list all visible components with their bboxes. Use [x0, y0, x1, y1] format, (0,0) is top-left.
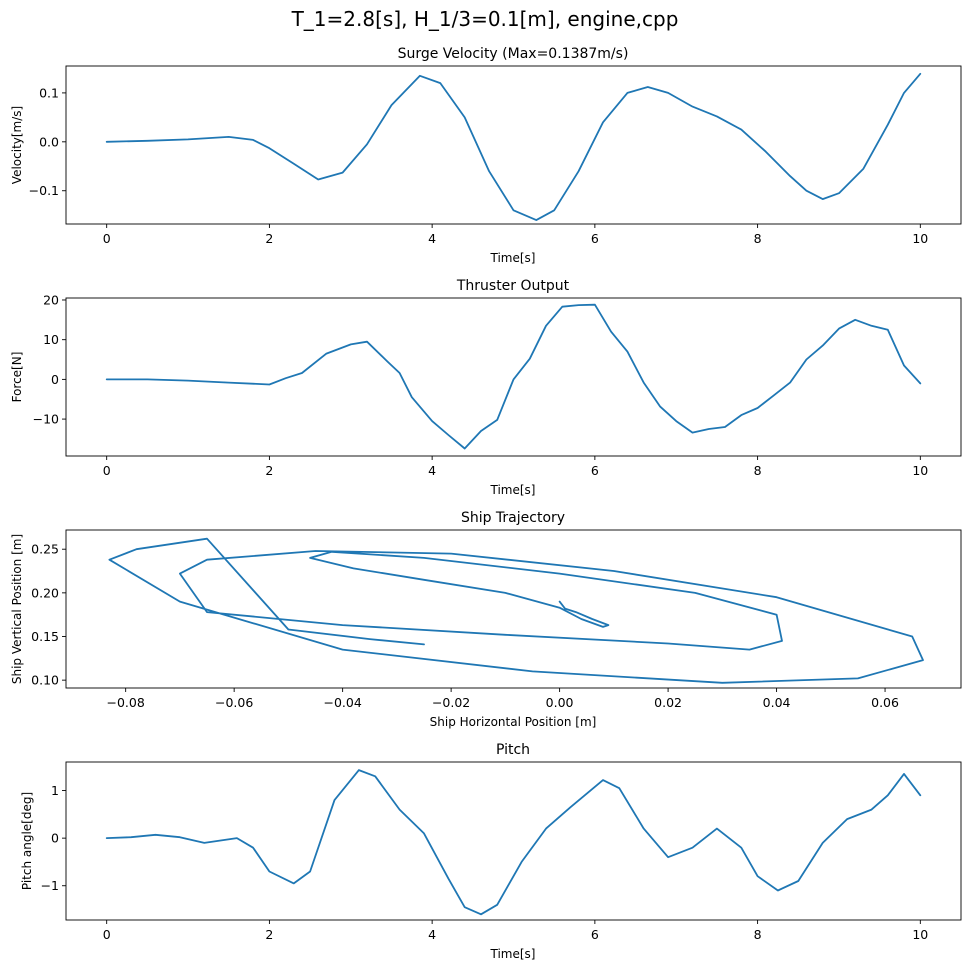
trajectory-xtick-label: −0.02 — [432, 695, 470, 710]
surge-velocity-yticks: −0.1 0.0 0.1 — [29, 85, 66, 198]
ship-trajectory-title: Ship Trajectory — [461, 510, 565, 526]
trajectory-xtick-label: 0.04 — [763, 695, 791, 710]
trajectory-ytick-label: 0.25 — [31, 542, 59, 557]
pitch-xtick-label: 6 — [591, 927, 599, 942]
pitch-xtick-label: 4 — [428, 927, 436, 942]
pitch-ytick-label: −1 — [41, 878, 59, 893]
surge-ytick-label: −0.1 — [29, 183, 59, 198]
surge-velocity-axes — [65, 65, 962, 225]
surge-xtick-label: 4 — [428, 231, 436, 246]
surge-xtick-label: 0 — [103, 231, 111, 246]
thruster-output-yticks: −10 0 10 20 — [33, 292, 66, 427]
thruster-ytick-label: 0 — [51, 372, 59, 387]
thruster-output-title: Thruster Output — [456, 278, 570, 294]
surge-velocity-line — [105, 72, 922, 221]
pitch-xtick-label: 8 — [754, 927, 762, 942]
thruster-xtick-label: 6 — [591, 463, 599, 478]
thruster-ytick-label: 20 — [43, 292, 59, 307]
thruster-ytick-label: −10 — [33, 412, 59, 427]
surge-ytick-label: 0.0 — [39, 134, 59, 149]
trajectory-xtick-label: −0.08 — [107, 695, 145, 710]
ship-trajectory-ylabel: Ship Vertical Position [m] — [10, 534, 24, 684]
pitch-axes — [65, 761, 962, 921]
pitch-xlabel: Time[s] — [490, 947, 536, 961]
surge-velocity-title: Surge Velocity (Max=0.1387m/s) — [398, 46, 629, 62]
surge-velocity-xlabel: Time[s] — [490, 251, 536, 265]
trajectory-xtick-label: −0.04 — [323, 695, 361, 710]
thruster-xtick-label: 4 — [428, 463, 436, 478]
thruster-xtick-label: 2 — [265, 463, 273, 478]
surge-xtick-label: 10 — [912, 231, 928, 246]
trajectory-xtick-label: 0.02 — [654, 695, 682, 710]
pitch-xtick-label: 10 — [912, 927, 928, 942]
surge-velocity-xticks: 0 2 4 6 8 10 — [103, 224, 928, 246]
pitch-line — [105, 769, 922, 916]
surge-xtick-label: 6 — [591, 231, 599, 246]
thruster-output-xlabel: Time[s] — [490, 483, 536, 497]
thruster-output-axes — [65, 297, 962, 457]
figure-suptitle: T_1=2.8[s], H_1/3=0.1[m], engine,cpp — [291, 7, 679, 31]
thruster-xtick-label: 0 — [103, 463, 111, 478]
trajectory-xtick-label: 0.06 — [871, 695, 899, 710]
panel-pitch: Pitch Time[s] Pitch angle[deg] 0 2 4 6 8 10 −… — [20, 742, 962, 961]
thruster-ytick-label: 10 — [43, 332, 59, 347]
pitch-ytick-label: 0 — [51, 831, 59, 846]
thruster-output-ylabel: Force[N] — [10, 352, 24, 403]
pitch-xtick-label: 2 — [265, 927, 273, 942]
ship-trajectory-yticks: 0.10 0.15 0.20 0.25 — [31, 542, 66, 688]
panel-surge-velocity: Surge Velocity (Max=0.1387m/s) Time[s] V… — [10, 46, 962, 265]
panel-ship-trajectory: Ship Trajectory Ship Horizontal Position… — [10, 510, 962, 729]
surge-xtick-label: 2 — [265, 231, 273, 246]
pitch-ylabel: Pitch angle[deg] — [20, 792, 34, 890]
ship-trajectory-line — [108, 537, 924, 684]
trajectory-ytick-label: 0.20 — [31, 585, 59, 600]
ship-trajectory-xlabel: Ship Horizontal Position [m] — [430, 715, 597, 729]
pitch-xtick-label: 0 — [103, 927, 111, 942]
pitch-ytick-label: 1 — [51, 783, 59, 798]
trajectory-xtick-label: 0.00 — [546, 695, 574, 710]
pitch-title: Pitch — [496, 742, 530, 758]
surge-velocity-ylabel: Velocity[m/s] — [10, 106, 24, 184]
ship-trajectory-axes — [65, 529, 962, 689]
ship-trajectory-xticks: −0.08 −0.06 −0.04 −0.02 0.00 0.02 0.04 0.06 — [107, 688, 899, 710]
thruster-output-xticks: 0 2 4 6 8 10 — [103, 456, 928, 478]
surge-ytick-label: 0.1 — [39, 85, 59, 100]
trajectory-ytick-label: 0.10 — [31, 673, 59, 688]
thruster-output-line — [105, 303, 922, 450]
thruster-xtick-label: 8 — [754, 463, 762, 478]
pitch-yticks: −1 0 1 — [41, 783, 66, 893]
trajectory-xtick-label: −0.06 — [215, 695, 253, 710]
thruster-xtick-label: 10 — [912, 463, 928, 478]
pitch-xticks: 0 2 4 6 8 10 — [103, 920, 928, 942]
trajectory-ytick-label: 0.15 — [31, 629, 59, 644]
surge-xtick-label: 8 — [754, 231, 762, 246]
panel-thruster-output: Thruster Output Time[s] Force[N] 0 2 4 6 8 10… — [10, 278, 962, 497]
